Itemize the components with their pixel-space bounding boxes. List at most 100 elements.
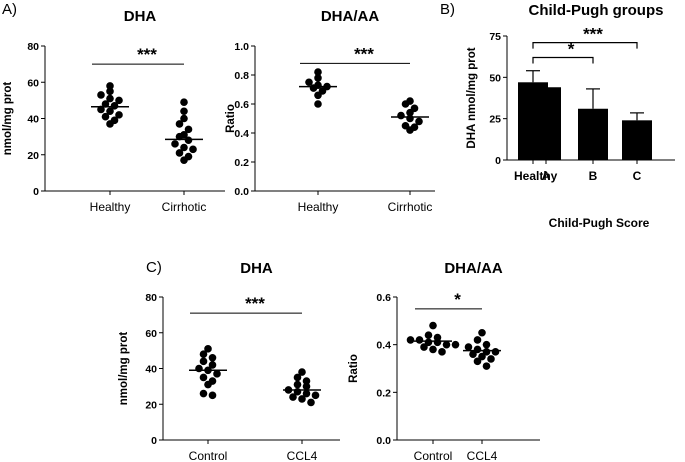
data-point [106,120,114,128]
data-point [415,117,423,126]
data-point [302,377,311,385]
data-point [397,111,405,120]
chart-title: DHA [124,8,157,25]
data-point [429,321,437,330]
data-point [175,120,184,128]
data-point [473,357,482,366]
y-tick-label: 0 [495,155,501,167]
data-point [171,140,179,148]
data-point [106,87,114,96]
y-tick-label: 20 [27,150,39,162]
data-point [298,395,306,403]
chart-title: DHA/AA [321,8,379,25]
data-point [199,373,208,382]
data-point [184,125,193,134]
data-point [180,114,188,123]
chart-c-dha-aa: 0.0 0.2 0.4 0.6 DHA/AA Ratio Control CCL4 * [348,260,540,462]
y-tick-label: 80 [145,292,157,304]
data-point [184,136,193,145]
data-point [401,100,410,108]
data-point [175,149,184,157]
data-point [208,353,217,362]
x-tick-label: Control [189,449,228,462]
data-point [433,338,442,347]
significance-stars: * [454,290,461,309]
y-tick-label: 40 [145,364,157,376]
y-tick-label: 50 [489,72,501,84]
data-point [106,82,114,90]
chart-b-child-pugh: 0 25 50 75 Child-Pugh groups DHA nmol/mg prot… [466,2,675,230]
data-point [101,112,110,121]
x-tick-label: Control [414,449,453,462]
data-point [106,107,114,116]
x-tick-label: CCL4 [287,449,318,462]
y-tick-label: 0.4 [376,340,391,352]
data-point [314,74,322,82]
bar [622,120,652,160]
data-point [189,145,197,154]
data-point [406,336,415,344]
data-point [302,389,311,398]
data-point [302,382,311,391]
data-point [298,368,306,376]
significance-bracket [532,42,638,49]
x-tick-label: Cirrhotic [162,200,207,214]
x-tick-label: Healthy [514,169,558,183]
data-point [487,355,495,363]
data-point [115,96,123,105]
data-point [311,391,320,400]
y-axis-label: Ratio [348,354,360,383]
data-point [195,364,203,373]
y-tick-label: 0 [151,435,157,447]
data-point [97,105,105,114]
bar [531,87,561,160]
significance-stars: *** [583,25,603,44]
x-tick-label: B [589,169,598,183]
data-point [491,348,500,356]
significance-stars: *** [354,44,374,63]
y-tick-label: 60 [145,328,157,340]
x-tick-label: A [542,169,551,183]
data-point [314,100,322,108]
data-point [115,111,123,119]
data-point [175,132,184,141]
significance-stars: * [568,39,575,58]
y-tick-label: 80 [27,41,39,53]
data-point [289,393,297,401]
x-axis-label: Child-Pugh Score [549,216,650,230]
y-tick-label: 25 [489,114,501,126]
chart-title: DHA/AA [444,260,502,277]
x-tick-label: C [633,169,642,183]
data-point [482,362,491,370]
data-point [473,336,482,344]
data-point [420,343,428,351]
data-point [307,398,315,407]
data-point [415,336,424,344]
data-point [199,350,208,359]
x-tick-label: Healthy [298,200,339,214]
y-tick-label: 1.0 [234,41,249,53]
y-tick-label: 0.4 [234,128,249,140]
data-point [406,114,414,123]
data-point [478,328,486,337]
data-point [199,357,208,366]
data-point [208,391,217,400]
y-tick-label: 20 [145,399,157,411]
data-point [110,102,119,110]
y-tick-label: 75 [489,31,501,43]
panel-label-b: B) [440,1,455,18]
data-point [199,389,208,398]
y-tick-label: 0.2 [376,387,391,399]
data-point [309,84,318,92]
y-axis-label: nmol/mg prot [2,82,14,156]
y-axis-label: nmol/mg prot [118,332,130,406]
significance-stars: *** [245,294,265,313]
bar [578,108,608,160]
x-tick-label: Healthy [90,200,131,214]
chart-title: Child-Pugh groups [529,2,664,19]
data-point [305,78,313,87]
panel-label-c: C) [146,259,162,276]
y-tick-label: 40 [27,114,39,126]
data-point [204,380,212,389]
